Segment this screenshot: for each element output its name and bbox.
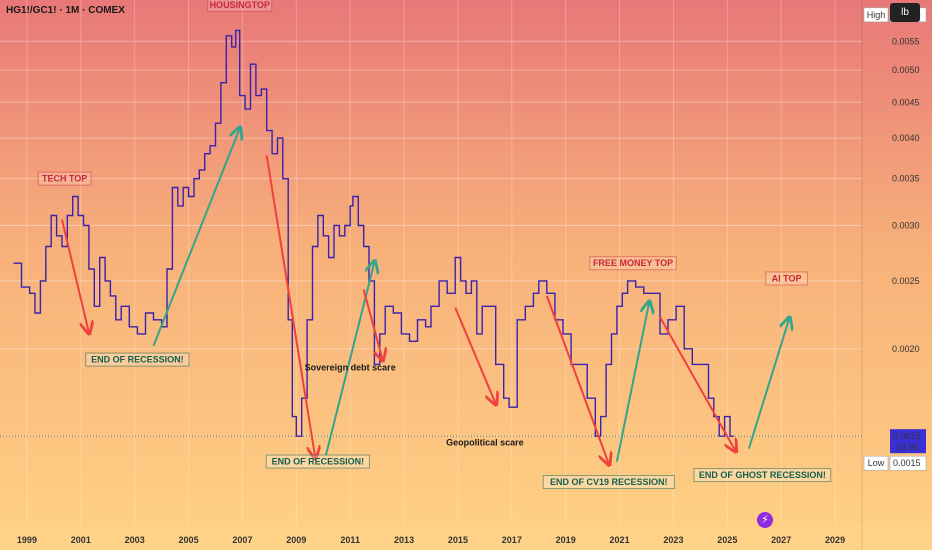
red-trend-arrow [545,295,609,464]
x-tick-label: 2011 [340,535,360,545]
red-trend-arrow [60,219,89,332]
low-value: 0.0015 [893,458,921,468]
x-tick-label: 2017 [502,535,522,545]
countdown-label: 1d 8h [896,442,919,452]
red-trend-arrow [362,289,383,360]
y-tick-label: 0.0045 [892,97,920,107]
x-tick-label: 2013 [394,535,414,545]
x-tick-label: 2029 [825,535,845,545]
annotation-text: END OF CV19 RECESSION! [550,477,668,487]
annotation-bottom: END OF GHOST RECESSION! [693,468,832,483]
red-trend-arrow [454,307,495,404]
symbol-title: HG1!/GC1! · 1M · COMEX [6,5,125,16]
last-price-box [890,429,926,454]
low-label: Low [868,458,885,468]
low-value-box [889,455,927,471]
x-tick-label: 2001 [71,535,91,545]
lightning-icon[interactable]: ⚡ [757,512,773,528]
x-tick-label: 2019 [556,535,576,545]
time-axis-strip [0,525,932,550]
annotation-text: END OF RECESSION! [91,355,184,365]
x-tick-label: 1999 [17,535,37,545]
y-tick-label: 0.0035 [892,174,920,184]
annotation-top: HOUSINGTOP [207,0,273,12]
unit-button[interactable]: lb [890,3,920,22]
annotation-top: TECH TOP [37,171,92,186]
annotation-text: END OF RECESSION! [272,457,365,467]
annotation-box [765,271,808,286]
x-tick-label: 2007 [232,535,252,545]
annotation-box [85,352,190,367]
price-line-series [13,29,734,437]
annotation-box [542,475,675,490]
x-tick-label: 2025 [717,535,737,545]
low-label-box [863,455,889,471]
annotation-bottom: END OF RECESSION! [85,352,190,367]
y-tick-label: 0.0025 [892,276,920,286]
annotation-top: FREE MONEY TOP [589,256,677,271]
y-tick-label: 0.0050 [892,65,920,75]
x-tick-label: 2021 [610,535,630,545]
red-trend-arrow [659,316,735,451]
y-tick-label: 0.0030 [892,221,920,231]
y-tick-label: 0.0055 [892,36,920,46]
annotation-box [265,454,370,469]
low-marker: Low 0.0015 [863,455,927,471]
annotation-text: TECH TOP [42,174,87,184]
green-trend-arrow [747,318,789,449]
high-label: High [867,10,886,20]
y-tick-label: 0.0040 [892,133,920,143]
x-tick-label: 2009 [286,535,306,545]
x-tick-label: 2015 [448,535,468,545]
annotation-bottom: END OF CV19 RECESSION! [542,475,675,490]
green-trend-arrow [152,128,240,347]
high-label-box [863,7,889,23]
annotation-bottom: END OF RECESSION! [265,454,370,469]
annotation-text: Geopolitical scare [446,437,524,447]
annotation-box [207,0,273,12]
annotation-text: HOUSINGTOP [210,0,270,10]
annotation-box [589,256,677,271]
annotation-box [37,171,92,186]
annotation-plain: Geopolitical scare [446,437,524,447]
annotation-top: AI TOP [765,271,808,286]
annotation-text: END OF GHOST RECESSION! [699,470,826,480]
x-tick-label: 2027 [771,535,791,545]
annotation-plain: Sovereign debt scare [305,363,396,373]
annotation-text: FREE MONEY TOP [593,258,673,268]
red-trend-arrow [265,155,315,457]
green-trend-arrow [324,262,374,456]
x-tick-label: 2023 [663,535,683,545]
annotation-text: Sovereign debt scare [305,363,396,373]
last-price-value: 0.0015 [893,431,921,441]
x-tick-label: 2005 [179,535,199,545]
green-trend-arrow [615,302,649,462]
annotation-box [693,468,832,483]
annotation-text: AI TOP [772,274,802,284]
x-tick-label: 2003 [125,535,145,545]
y-tick-label: 0.0020 [892,344,920,354]
